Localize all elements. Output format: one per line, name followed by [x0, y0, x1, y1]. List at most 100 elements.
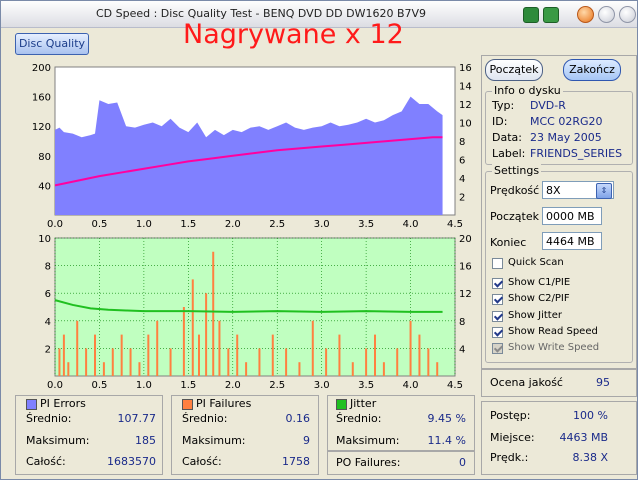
quality-panel: Ocena jakość 95	[481, 369, 637, 397]
x-tick-label: 4.5	[447, 219, 463, 230]
x-tick-label: 0.0	[47, 380, 63, 391]
x-tick-label: 3.5	[358, 219, 374, 230]
disc-info-label: Label:	[492, 147, 526, 160]
pi-failures-color-swatch	[182, 399, 193, 410]
disc-info-label: Typ:	[492, 99, 515, 112]
pi-errors-title: PI Errors	[40, 397, 86, 410]
x-tick-label: 2.5	[269, 219, 285, 230]
pi-errors-panel: PI Errors Średnio: 107.77 Maksimum: 185 …	[15, 395, 163, 475]
show-c2-pif-checkbox[interactable]	[492, 294, 503, 305]
stat-value: 107.77	[117, 412, 157, 425]
show-jitter-checkbox[interactable]	[492, 311, 503, 322]
stat-value: 1683570	[107, 455, 156, 468]
x-tick-label: 0.5	[91, 219, 107, 230]
read-speed-line	[54, 136, 443, 187]
jitter-line	[54, 299, 443, 313]
stat-value: 185	[135, 434, 156, 447]
speed-select[interactable]: 8X ⇕	[542, 181, 614, 199]
settings-title: Settings	[492, 164, 542, 177]
po-failures-label: PO Failures:	[336, 456, 401, 469]
jitter-title: Jitter	[350, 397, 377, 410]
minimize-button[interactable]	[577, 6, 594, 23]
show-read-speed-label: Show Read Speed	[508, 326, 598, 337]
show-c1-pie-checkbox[interactable]	[492, 278, 503, 289]
quick-scan-label: Quick Scan	[508, 257, 564, 268]
end-button[interactable]: Zakończ	[563, 59, 621, 81]
y2-tick-label: 12	[459, 100, 472, 111]
plot-background	[54, 237, 456, 377]
start-label: Początek	[490, 210, 539, 223]
x-tick-label: 1.0	[136, 219, 152, 230]
disc-date-value: 23 May 2005	[530, 131, 602, 144]
x-tick-label: 1.5	[180, 380, 196, 391]
y-tick-label: 40	[38, 181, 51, 192]
x-tick-label: 1.0	[136, 380, 152, 391]
screenshot-icon[interactable]	[523, 7, 539, 23]
x-tick-label: 2.0	[225, 380, 241, 391]
x-tick-label: 4.0	[403, 380, 419, 391]
x-tick-label: 2.5	[269, 380, 285, 391]
window-title: CD Speed : Disc Quality Test - BENQ DVD …	[95, 7, 427, 20]
show-read-speed-checkbox[interactable]	[492, 327, 503, 338]
disc-id-value: MCC 02RG20	[530, 115, 603, 128]
stat-label: Średnio:	[182, 412, 228, 425]
maximize-button[interactable]	[598, 6, 615, 23]
show-write-speed-label: Show Write Speed	[508, 342, 600, 353]
chevron-updown-icon[interactable]: ⇕	[596, 183, 612, 199]
y-tick-label: 10	[38, 234, 51, 245]
show-write-speed-checkbox	[492, 343, 503, 354]
x-tick-label: 3.0	[314, 219, 330, 230]
close-button[interactable]	[619, 6, 636, 23]
disc-info-label: Data:	[492, 131, 522, 144]
save-icon[interactable]	[543, 7, 559, 23]
y-tick-label: 8	[45, 262, 51, 273]
progress-value: 100 %	[573, 409, 608, 422]
pi-errors-chart: 0.0 0.5 1.0 1.5 2.0 2.5 3.0 3.5 4.0 4.5 200 160 120 8…	[32, 63, 472, 230]
x-tick-label: 0.0	[47, 219, 63, 230]
pi-failures-title: PI Failures	[196, 397, 252, 410]
charts-area: 0.0 0.5 1.0 1.5 2.0 2.5 3.0 3.5 4.0 4.5 200 160 120 8…	[15, 59, 475, 394]
end-field[interactable]: 4464 MB	[542, 232, 602, 250]
speed-value: 8.38 X	[572, 451, 608, 464]
x-tick-label: 3.5	[358, 380, 374, 391]
stat-value: 11.4 %	[427, 434, 466, 447]
y2-tick-label: 16	[459, 63, 472, 74]
stat-label: Całość:	[182, 455, 222, 468]
pi-failures-panel: PI Failures Średnio: 0.16 Maksimum: 9 Ca…	[171, 395, 319, 475]
show-c1-pie-label: Show C1/PIE	[508, 277, 571, 288]
y2-tick-label: 10	[459, 119, 472, 130]
y2-tick-label: 6	[459, 156, 465, 167]
tab-disc-quality[interactable]: Disc Quality	[15, 33, 89, 55]
start-button[interactable]: Początek	[485, 59, 543, 81]
y-tick-label: 4	[45, 317, 51, 328]
stat-label: Maksimum:	[336, 434, 400, 447]
stat-value: 9.45 %	[427, 412, 466, 425]
stat-label: Średnio:	[336, 412, 382, 425]
disc-info-group: Info o dysku Typ: DVD-R ID: MCC 02RG20 D…	[485, 84, 633, 165]
start-field[interactable]: 0000 MB	[542, 207, 602, 225]
po-failures-value: 0	[459, 456, 466, 469]
jitter-panel: Jitter Średnio: 9.45 % Maksimum: 11.4 %	[327, 395, 475, 451]
y-tick-label: 80	[38, 152, 51, 163]
title-bar: CD Speed : Disc Quality Test - BENQ DVD …	[1, 1, 637, 28]
y-tick-label: 160	[32, 93, 51, 104]
speed-label: Prędkość	[490, 184, 540, 197]
x-tick-label: 2.0	[225, 219, 241, 230]
y2-tick-label: 4	[459, 174, 465, 185]
progress-label: Postęp:	[490, 409, 531, 422]
x-tick-label: 0.5	[91, 380, 107, 391]
quick-scan-checkbox[interactable]	[492, 258, 503, 269]
y-tick-label: 2	[45, 344, 51, 355]
stat-value: 9	[303, 434, 310, 447]
disc-info-title: Info o dysku	[492, 84, 563, 97]
y2-tick-label: 4	[459, 344, 465, 355]
disc-info-label: ID:	[492, 115, 508, 128]
speed-label: Prędk.:	[490, 451, 529, 464]
disc-label-value: FRIENDS_SERIES	[530, 147, 623, 160]
quality-value: 95	[596, 376, 610, 389]
end-label: Koniec	[490, 236, 527, 249]
show-jitter-label: Show Jitter	[508, 310, 562, 321]
y2-tick-label: 12	[459, 289, 472, 300]
y-tick-label: 200	[32, 63, 51, 74]
